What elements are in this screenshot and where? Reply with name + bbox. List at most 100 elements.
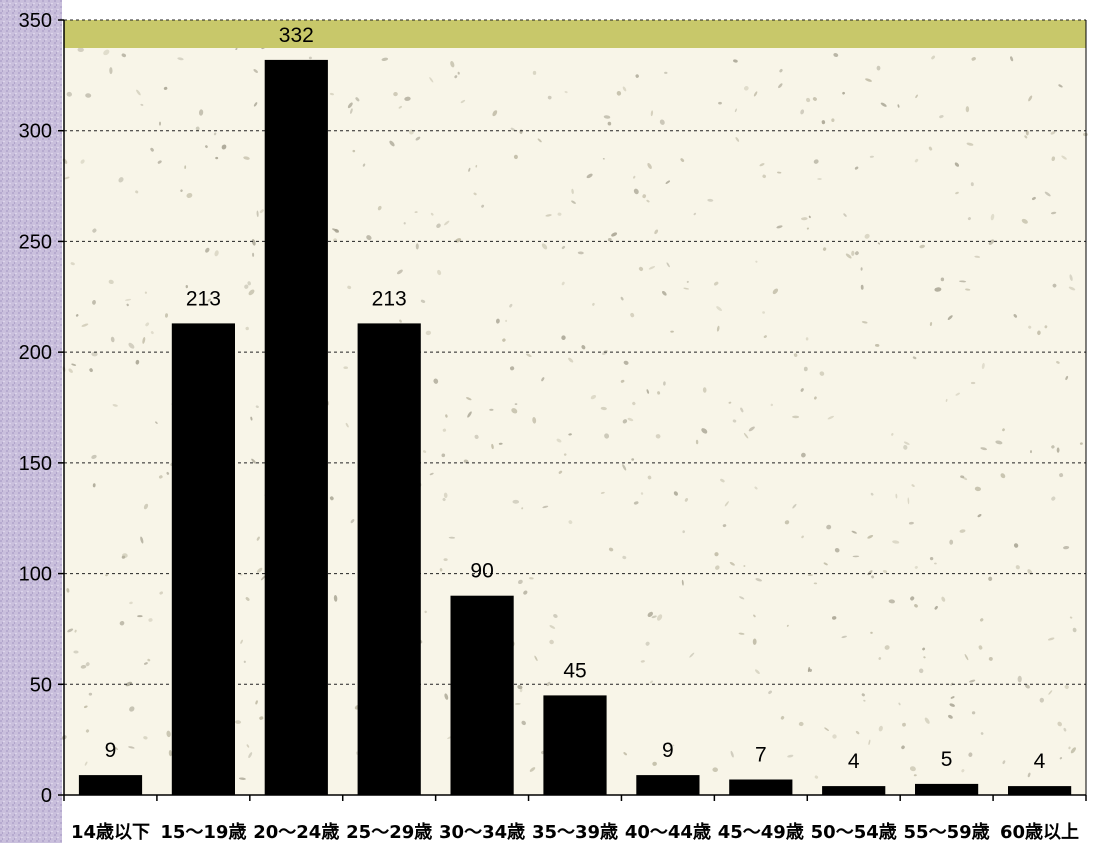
speckle: [343, 366, 348, 370]
speckle: [980, 447, 988, 451]
speckle: [748, 426, 755, 432]
speckle: [581, 345, 586, 350]
speckle: [770, 403, 774, 407]
speckle: [934, 605, 938, 610]
speckle: [158, 121, 162, 126]
speckle: [1056, 361, 1060, 364]
speckle: [929, 556, 934, 561]
speckle: [657, 391, 661, 395]
speckle: [556, 438, 562, 443]
speckle: [806, 97, 811, 103]
speckle: [939, 115, 944, 119]
speckle: [924, 717, 930, 724]
speckle: [646, 389, 650, 394]
speckle: [586, 173, 593, 179]
speckle: [259, 716, 264, 720]
speckle: [347, 102, 353, 109]
speckle: [1061, 155, 1067, 160]
speckle: [377, 205, 382, 211]
speckle: [978, 645, 983, 650]
speckle: [329, 496, 334, 501]
speckle: [753, 91, 758, 97]
speckle: [121, 53, 126, 58]
speckle: [793, 353, 798, 357]
speckle: [779, 68, 783, 73]
y-tick-label: 0: [41, 785, 52, 807]
speckle: [841, 635, 847, 639]
speckle: [442, 497, 446, 502]
speckle: [71, 363, 77, 366]
speckle: [922, 647, 926, 651]
speckle: [180, 189, 183, 192]
speckle: [157, 160, 162, 164]
speckle: [918, 668, 924, 674]
speckle: [590, 394, 597, 400]
speckle: [135, 190, 139, 194]
speckle: [684, 498, 688, 502]
speckle: [891, 433, 894, 436]
speckle: [511, 408, 518, 414]
speckle: [256, 210, 259, 218]
speckle: [75, 314, 79, 317]
speckle: [880, 102, 887, 107]
speckle: [235, 48, 238, 50]
speckle: [529, 577, 534, 580]
speckle: [934, 562, 937, 565]
speckle: [91, 351, 98, 357]
speckle: [868, 739, 871, 745]
speckle: [366, 235, 372, 241]
speckle: [143, 662, 148, 665]
speckle: [914, 604, 918, 608]
speckle: [425, 330, 432, 336]
speckle: [633, 175, 636, 179]
speckle: [67, 628, 74, 633]
speckle: [345, 422, 349, 428]
data-label: 9: [105, 739, 117, 762]
speckle: [768, 690, 772, 694]
speckle: [577, 251, 584, 255]
top-band-bar: [64, 20, 1086, 48]
speckle: [1002, 428, 1005, 432]
speckle: [150, 331, 154, 335]
speckle: [878, 725, 883, 732]
speckle: [955, 392, 960, 396]
speckle: [971, 57, 976, 61]
speckle: [970, 182, 974, 187]
speckle: [823, 562, 828, 566]
speckle: [255, 700, 258, 705]
speckle: [907, 497, 910, 505]
speckle: [895, 493, 898, 499]
speckle: [1065, 375, 1069, 381]
y-tick-label: 100: [19, 564, 52, 586]
data-label: 4: [1034, 750, 1046, 773]
speckle: [607, 121, 612, 126]
speckle: [931, 55, 935, 60]
speckle: [682, 530, 686, 534]
speckle: [611, 232, 618, 237]
speckle: [248, 752, 253, 759]
speckle: [661, 290, 667, 296]
speckle: [121, 555, 126, 559]
speckle: [740, 407, 744, 413]
speckle: [911, 484, 915, 487]
speckle: [537, 138, 542, 143]
speckle: [475, 164, 478, 168]
speckle: [901, 745, 905, 750]
speckle: [142, 336, 146, 344]
speckle: [702, 387, 707, 393]
speckle: [404, 96, 411, 101]
speckle: [627, 417, 634, 422]
speckle: [882, 570, 888, 573]
speckle: [444, 693, 449, 700]
speckle: [959, 529, 966, 533]
speckle: [443, 558, 448, 562]
speckle: [66, 91, 72, 97]
speckle: [118, 177, 124, 183]
speckle: [143, 736, 148, 740]
speckle: [950, 696, 955, 699]
speckle: [514, 403, 518, 406]
speckle: [514, 702, 521, 705]
speckle: [80, 159, 85, 164]
speckle: [949, 703, 955, 707]
speckle: [444, 220, 450, 226]
